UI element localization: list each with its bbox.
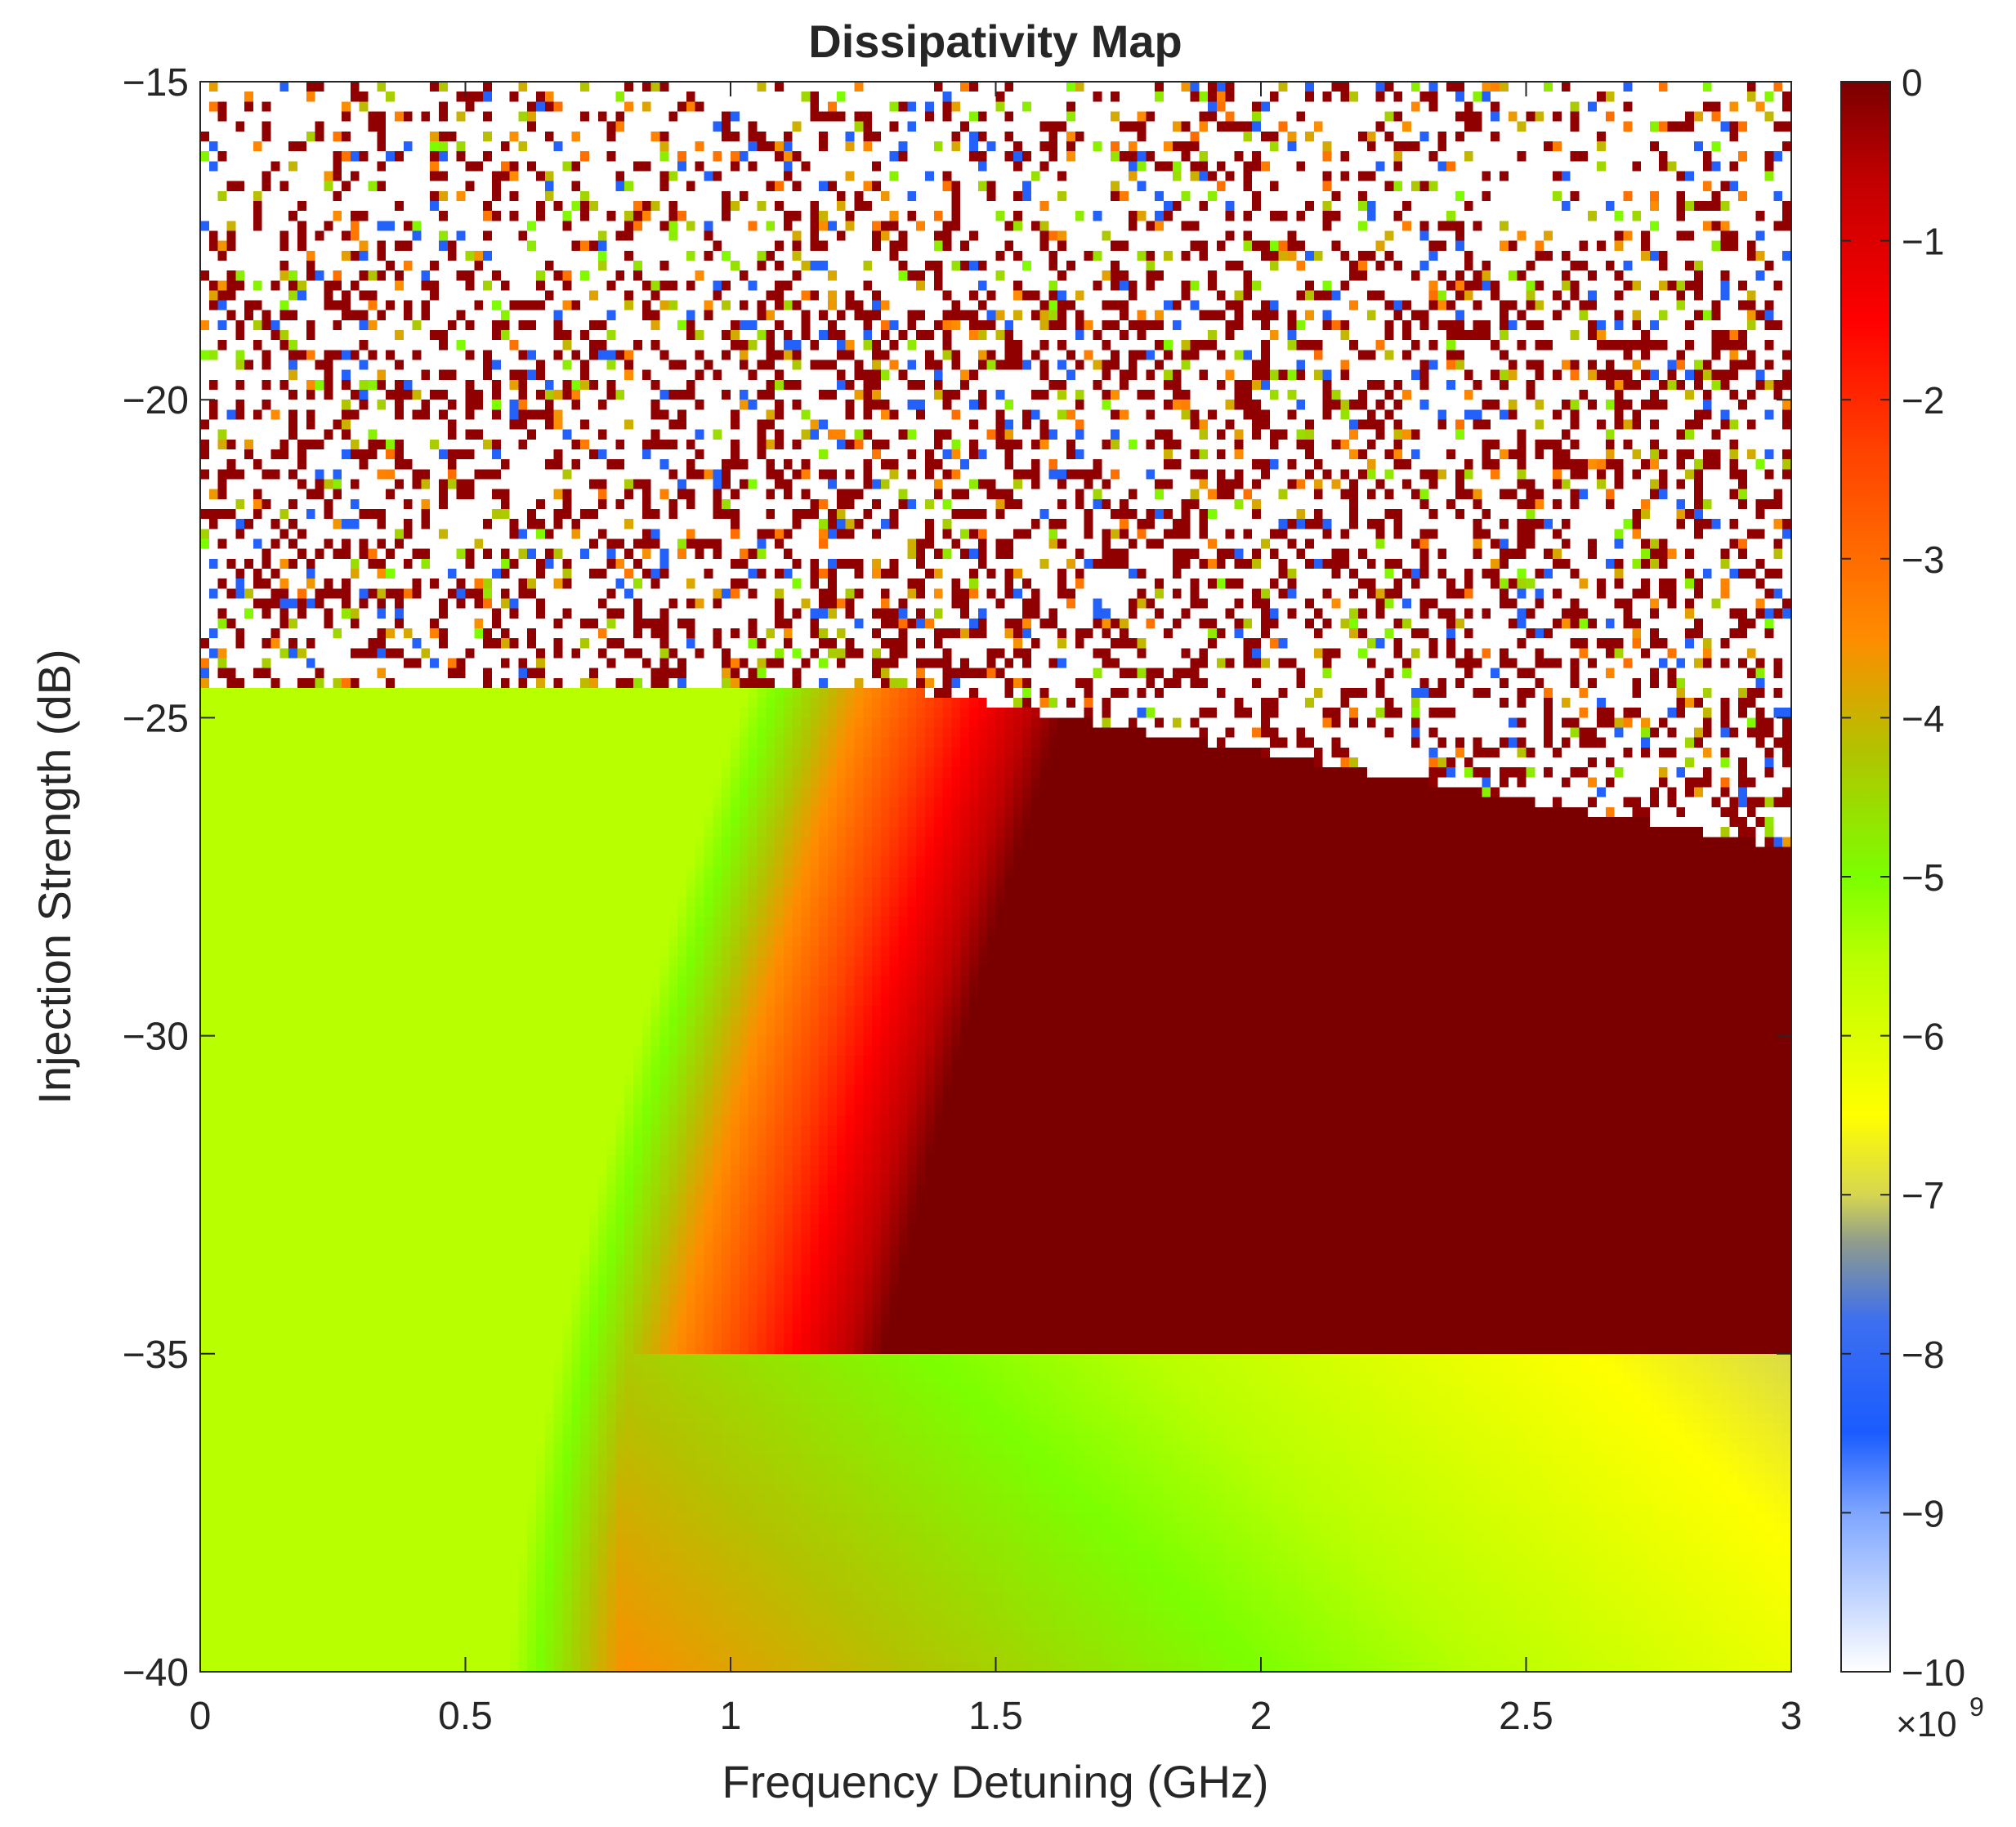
y-tick-label: −30 [123, 1016, 189, 1059]
colorbar-exponent-base: ×10 [1896, 1704, 1957, 1744]
x-tick-label: 2 [1250, 1695, 1272, 1738]
x-tick-label: 1 [720, 1695, 742, 1738]
y-tick-label: −15 [123, 61, 189, 105]
y-tick-label: −35 [123, 1333, 189, 1377]
y-tick-label: −40 [123, 1651, 189, 1695]
colorbar-tick-label: −1 [1902, 221, 1944, 263]
colorbar-ticks: 0 −1 −2 −3 −4 −5 −6 −7 −8 −9 −10 [1841, 61, 1965, 1694]
x-tick-label: 0 [190, 1695, 212, 1738]
y-tick-label: −25 [123, 697, 189, 740]
x-tick-label: 3 [1781, 1695, 1803, 1738]
colorbar-tick-label: −5 [1902, 856, 1944, 899]
colorbar-tick-label: −3 [1902, 538, 1944, 581]
y-axis: −15 −20 −25 −30 −35 −40 [123, 61, 1791, 1695]
heatmap-image [200, 82, 1791, 1672]
colorbar-tick-label: −8 [1902, 1333, 1944, 1376]
chart-title: Dissipativity Map [808, 16, 1182, 67]
x-tick-label: 2.5 [1499, 1695, 1553, 1738]
x-axis-label: Frequency Detuning (GHz) [722, 1756, 1268, 1807]
colorbar-tick-label: 0 [1902, 61, 1923, 104]
colorbar-tick-label: −7 [1902, 1174, 1944, 1217]
colorbar-tick-label: −2 [1902, 379, 1944, 422]
x-tick-label: 0.5 [438, 1695, 493, 1738]
y-axis-label: Injection Strength (dB) [29, 649, 80, 1104]
colorbar-tick-label: −6 [1902, 1016, 1944, 1058]
colorbar-tick-label: −9 [1902, 1492, 1944, 1534]
colorbar: 0 −1 −2 −3 −4 −5 −6 −7 −8 −9 −10 ×10 9 [1840, 61, 1984, 1744]
plot-area[interactable] [200, 82, 1791, 1672]
x-axis: 0 0.5 1 1.5 2 2.5 3 [190, 82, 1803, 1738]
y-tick-label: −20 [123, 379, 189, 422]
colorbar-tick-label: −10 [1902, 1651, 1965, 1694]
colorbar-exponent-power: 9 [1969, 1692, 1984, 1722]
x-tick-label: 1.5 [968, 1695, 1023, 1738]
colorbar-tick-label: −4 [1902, 697, 1944, 739]
